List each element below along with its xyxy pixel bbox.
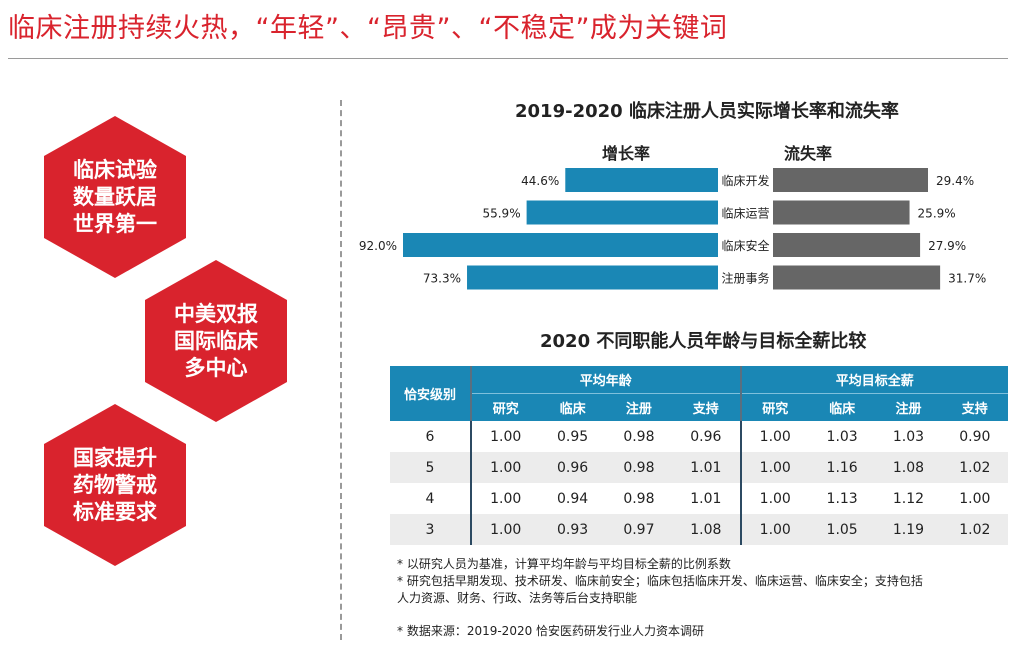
sub-header: 研究: [740, 393, 809, 421]
level-cell: 5: [390, 452, 472, 483]
attrition-value-label: 29.4%: [936, 174, 974, 188]
table-cell: 1.03: [808, 421, 876, 452]
hexagon-2: 中美双报 国际临床 多中心: [131, 256, 301, 426]
table-cell: 1.02: [941, 514, 1008, 545]
level-cell: 3: [390, 514, 472, 545]
hexagon-3: 国家提升 药物警戒 标准要求: [30, 400, 200, 570]
footnotes: * 以研究人员为基准，计算平均年龄与平均目标全薪的比例系数 * 研究包括早期发现…: [397, 556, 923, 607]
hexagon-1: 临床试验 数量跃居 世界第一: [30, 112, 200, 282]
group-header-age: 平均年龄: [471, 366, 742, 394]
sub-header: 临床: [539, 393, 606, 421]
table-cell: 1.01: [672, 483, 742, 514]
table-cell: 1.00: [740, 421, 809, 452]
table-cell: 1.01: [672, 452, 742, 483]
sub-header: 临床: [808, 393, 876, 421]
series-label-growth: 增长率: [602, 144, 651, 163]
sub-header: 研究: [471, 393, 540, 421]
hexagon-shape: [145, 260, 287, 422]
category-label: 临床安全: [721, 238, 769, 253]
attrition-bar: [773, 200, 910, 225]
hexagon-shape: [44, 116, 186, 278]
attrition-value-label: 27.9%: [928, 239, 966, 253]
sub-header: 支持: [941, 393, 1008, 421]
table-cell: 1.08: [875, 452, 942, 483]
hexagon-text: 国家提升 药物警戒 标准要求: [73, 445, 157, 524]
category-label: 临床运营: [721, 207, 769, 221]
level-cell: 4: [390, 483, 472, 514]
table-title: 2020 不同职能人员年龄与目标全薪比较: [540, 331, 867, 352]
table-cell: 1.05: [808, 514, 876, 545]
table-cell: 0.98: [605, 483, 673, 514]
table-cell: 1.13: [808, 483, 876, 514]
growth-bar: [403, 233, 718, 257]
growth-value-label: 92.0%: [359, 239, 397, 253]
level-cell: 6: [390, 421, 472, 452]
growth-bar: [526, 200, 718, 225]
growth-bar: [467, 265, 718, 290]
footnote: * 以研究人员为基准，计算平均年龄与平均目标全薪的比例系数: [397, 557, 731, 571]
table-cell: 1.00: [471, 452, 540, 483]
table-cell: 0.95: [539, 421, 606, 452]
category-label: 注册事务: [721, 271, 769, 286]
bar-chart-svg: 44.6% 29.4% 临床开发 55.9% 25.9% 临床运营 92.0% 27.9% 临床…: [359, 168, 986, 290]
attrition-value-label: 31.7%: [948, 272, 986, 286]
table-cell: 1.19: [875, 514, 942, 545]
attrition-bar: [773, 168, 928, 192]
footnote: * 研究包括早期发现、技术研发、临床前安全；临床包括临床开发、临床运营、临床安全…: [397, 574, 923, 588]
footnote: 人力资源、财务、行政、法务等后台支持职能: [397, 591, 638, 605]
bar-chart: 44.6% 29.4% 临床开发 55.9% 25.9% 临床运营 92.0% 27.9% 临床…: [340, 160, 1020, 300]
growth-value-label: 73.3%: [423, 272, 461, 286]
attrition-bar: [773, 233, 921, 257]
table-cell: 0.90: [941, 421, 1008, 452]
table-cell: 1.02: [941, 452, 1008, 483]
table-cell: 1.00: [941, 483, 1008, 514]
table-cell: 1.00: [740, 483, 809, 514]
table-cell: 0.93: [539, 514, 606, 545]
table-cell: 0.96: [672, 421, 742, 452]
dashed-separator: [340, 100, 342, 640]
page-title: 临床注册持续火热，“年轻”、“昂贵”、“不稳定”成为关键词: [8, 13, 728, 44]
table-cell: 1.00: [471, 514, 540, 545]
hexagon-text: 临床试验 数量跃居 世界第一: [73, 157, 157, 236]
table-cell: 1.16: [808, 452, 876, 483]
table-cell: 0.94: [539, 483, 606, 514]
hexagon-shape: [44, 404, 186, 566]
attrition-bar: [773, 265, 941, 290]
data-source: * 数据来源：2019-2020 恰安医药研发行业人力资本调研: [397, 624, 705, 638]
sub-header: 注册: [875, 393, 942, 421]
table-row: 3 1.00 0.93 0.97 1.08 1.00 1.05 1.19 1.0…: [390, 514, 1008, 545]
table-row: 5 1.00 0.96 0.98 1.01 1.00 1.16 1.08 1.0…: [390, 452, 1008, 483]
table-cell: 1.03: [875, 421, 942, 452]
table-cell: 1.00: [740, 514, 809, 545]
group-header-salary: 平均目标全薪: [740, 366, 1008, 394]
table-cell: 1.00: [471, 483, 540, 514]
growth-bar: [565, 168, 718, 192]
sub-header: 支持: [672, 393, 742, 421]
table-cell: 0.98: [605, 452, 673, 483]
hexagon-text: 中美双报 国际临床 多中心: [174, 301, 258, 380]
chart-title: 2019-2020 临床注册人员实际增长率和流失率: [515, 101, 899, 122]
table-cell: 0.96: [539, 452, 606, 483]
table-cell: 1.00: [471, 421, 540, 452]
row-header: 恰安级别: [390, 366, 472, 421]
table-cell: 1.12: [875, 483, 942, 514]
series-label-attrition: 流失率: [784, 144, 833, 163]
title-divider: [8, 58, 1008, 59]
comparison-table: 恰安级别 平均年龄 平均目标全薪 研究 临床 注册 支持 研究 临床 注册 支持…: [390, 366, 1008, 545]
growth-value-label: 44.6%: [521, 174, 559, 188]
category-label: 临床开发: [721, 173, 769, 188]
sub-header: 注册: [605, 393, 673, 421]
table-cell: 1.08: [672, 514, 742, 545]
table-row: 4 1.00 0.94 0.98 1.01 1.00 1.13 1.12 1.0…: [390, 483, 1008, 514]
growth-value-label: 55.9%: [482, 207, 520, 221]
table-row: 6 1.00 0.95 0.98 0.96 1.00 1.03 1.03 0.9…: [390, 421, 1008, 452]
table-cell: 0.97: [605, 514, 673, 545]
table-cell: 1.00: [740, 452, 809, 483]
attrition-value-label: 25.9%: [918, 207, 956, 221]
table-cell: 0.98: [605, 421, 673, 452]
